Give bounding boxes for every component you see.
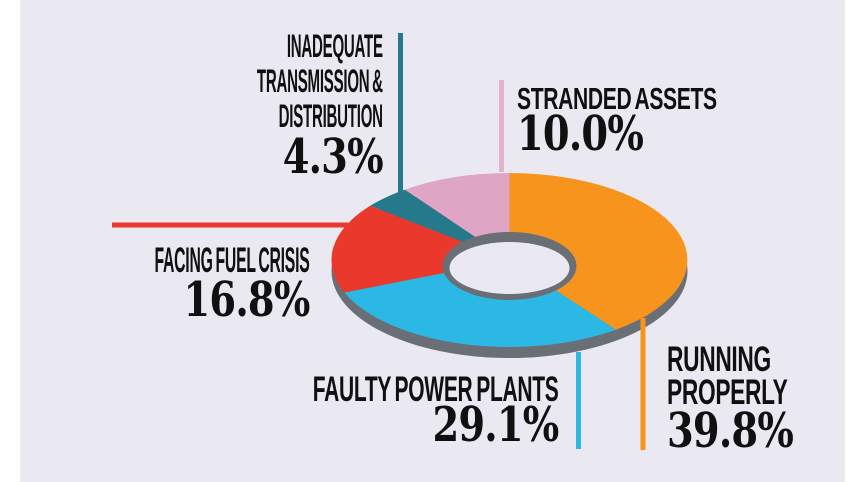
label-line: FAULTY POWER PLANTS [312, 370, 558, 409]
pie-slice-facing-fuel-crisis [331, 205, 510, 293]
slice-value-stranded-assets: 10.0% [517, 106, 644, 162]
label-line: DISTRIBUTION [278, 98, 383, 134]
slice-label-facing-fuel-crisis: FACING FUEL CRISIS [155, 243, 310, 279]
callout-running-properly: RUNNING PROPERLY 39.8% [667, 340, 852, 459]
slice-value-faulty-power-plants: 29.1% [431, 397, 559, 453]
label-line: FACING FUEL CRISIS [154, 241, 310, 280]
label-line: INADEQUATE [287, 28, 383, 64]
donut-hole [449, 242, 570, 294]
label-line: RUNNING [667, 340, 771, 379]
label-line: TRANSMISSION & [257, 63, 383, 99]
slice-value-running-properly: 39.8% [667, 403, 794, 459]
callout-inadequate-transmission: INADEQUATE TRANSMISSION & DISTRIBUTION 4… [115, 29, 384, 185]
label-line: PROPERLY [667, 373, 788, 412]
pie-slice-running-properly [509, 173, 688, 330]
callout-facing-fuel-crisis: FACING FUEL CRISIS 16.8% [0, 243, 311, 328]
slice-label-faulty-power-plants: FAULTY POWER PLANTS [312, 372, 558, 408]
slice-value-facing-fuel-crisis: 16.8% [183, 272, 311, 328]
slice-label-inadequate-transmission: INADEQUATE TRANSMISSION & DISTRIBUTION [257, 29, 383, 134]
callout-stranded-assets: STRANDED ASSETS 10.0% [517, 81, 811, 162]
slice-value-inadequate-transmission: 4.3% [282, 129, 384, 185]
slice-label-running-properly: RUNNING PROPERLY [667, 340, 788, 412]
slice-label-stranded-assets: STRANDED ASSETS [517, 81, 717, 116]
label-line: STRANDED ASSETS [517, 81, 717, 116]
callout-faulty-power-plants: FAULTY POWER PLANTS 29.1% [149, 372, 559, 453]
pie-slice-faulty-power-plants [344, 260, 616, 347]
